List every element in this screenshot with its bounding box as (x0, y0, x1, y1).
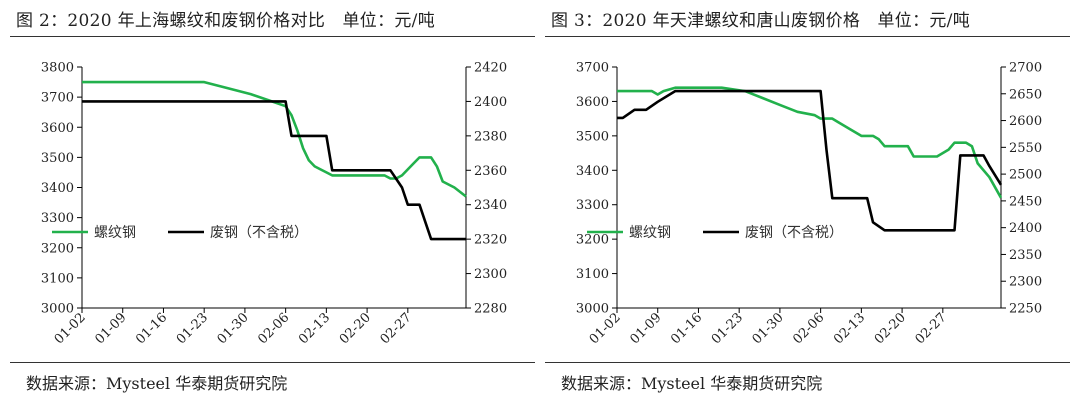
y-right-tick-label: 2450 (1009, 194, 1042, 209)
x-tick-label: 01-09 (92, 310, 129, 347)
x-tick-label: 01-16 (133, 310, 170, 347)
y-left-tick-label: 3500 (41, 151, 74, 166)
y-left-tick-label: 3100 (41, 271, 74, 286)
y-right-tick-label: 2360 (474, 164, 507, 179)
y-right-tick-label: 2500 (1009, 168, 1042, 183)
y-left-tick-label: 3200 (576, 233, 609, 248)
y-right-tick-label: 2600 (1009, 114, 1042, 129)
y-right-tick-label: 2700 (1009, 61, 1042, 76)
y-left-tick-label: 3200 (41, 241, 74, 256)
y-left-tick-label: 3000 (576, 302, 609, 317)
chart-title: 图 3：2020 年天津螺纹和唐山废钢价格 单位：元/吨 (551, 11, 971, 31)
source-divider (545, 362, 1070, 363)
legend-label: 废钢（不含税） (210, 225, 308, 241)
series-line-rebar (82, 80, 467, 198)
series-line-rebar (617, 86, 1003, 199)
y-right-tick-label: 2380 (474, 129, 507, 144)
y-right-tick-label: 2400 (474, 95, 507, 110)
chart-title: 图 2：2020 年上海螺纹和废钢价格对比 单位：元/吨 (16, 11, 436, 31)
data-source: 数据来源：Mysteel 华泰期货研究院 (26, 374, 288, 393)
y-left-tick-label: 3800 (41, 61, 74, 76)
legend-label: 螺纹钢 (629, 225, 671, 241)
y-right-tick-label: 2300 (474, 267, 507, 282)
y-right-tick-label: 2300 (1009, 275, 1042, 290)
y-right-tick-label: 2340 (474, 198, 507, 213)
y-right-tick-label: 2400 (1009, 221, 1042, 236)
y-left-tick-label: 3600 (576, 95, 609, 110)
x-tick-label: 01-30 (750, 310, 787, 347)
legend-label: 废钢（不含税） (745, 225, 843, 241)
source-divider (10, 362, 535, 363)
y-left-tick-label: 3500 (576, 129, 609, 144)
y-left-tick-label: 3400 (576, 164, 609, 179)
x-tick-label: 02-27 (913, 310, 950, 347)
x-tick-label: 01-30 (215, 310, 252, 347)
series-line-scrap (617, 89, 1003, 232)
y-right-tick-label: 2250 (1009, 302, 1042, 317)
y-left-tick-label: 3300 (41, 211, 74, 226)
x-tick-label: 02-20 (872, 310, 909, 347)
x-tick-label: 02-27 (378, 310, 415, 347)
x-tick-label: 01-23 (709, 310, 746, 347)
x-tick-label: 01-09 (627, 310, 664, 347)
y-right-tick-label: 2420 (474, 61, 507, 76)
y-left-tick-label: 3000 (41, 302, 74, 317)
chart-panel-1: 图 2：2020 年上海螺纹和废钢价格对比 单位：元/吨 3000 3100 320… (10, 0, 540, 401)
y-left-tick-label: 3300 (576, 198, 609, 213)
x-tick-label: 02-13 (296, 310, 333, 347)
y-right-tick-label: 2280 (474, 302, 507, 317)
series-line-scrap (82, 100, 466, 241)
line-chart-2: 3000 3100 3200 3300 3400 3500 3600 3700 2250 2300… (576, 61, 1042, 348)
y-left-tick-label: 3400 (41, 181, 74, 196)
line-chart-1: 3000 3100 3200 3300 3400 3500 3600 3700 3800 2280… (41, 61, 507, 348)
data-source: 数据来源：Mysteel 华泰期货研究院 (561, 374, 823, 393)
y-right-tick-label: 2350 (1009, 248, 1042, 263)
y-left-tick-label: 3100 (576, 267, 609, 282)
title-divider (545, 36, 1070, 37)
legend-label: 螺纹钢 (94, 225, 136, 241)
x-tick-label: 02-13 (831, 310, 868, 347)
x-tick-label: 02-06 (255, 310, 292, 347)
y-left-tick-label: 3700 (41, 91, 74, 106)
x-tick-label: 01-16 (668, 310, 705, 347)
y-left-tick-label: 3700 (576, 61, 609, 76)
y-right-tick-label: 2550 (1009, 141, 1042, 156)
x-tick-label: 01-23 (174, 310, 211, 347)
y-right-tick-label: 2320 (474, 233, 507, 248)
y-right-tick-label: 2650 (1009, 87, 1042, 102)
x-tick-label: 02-20 (337, 310, 374, 347)
x-tick-label: 02-06 (790, 310, 827, 347)
chart-panel-2: 图 3：2020 年天津螺纹和唐山废钢价格 单位：元/吨 3000 3100 320… (545, 0, 1075, 401)
title-divider (10, 36, 535, 37)
y-left-tick-label: 3600 (41, 121, 74, 136)
